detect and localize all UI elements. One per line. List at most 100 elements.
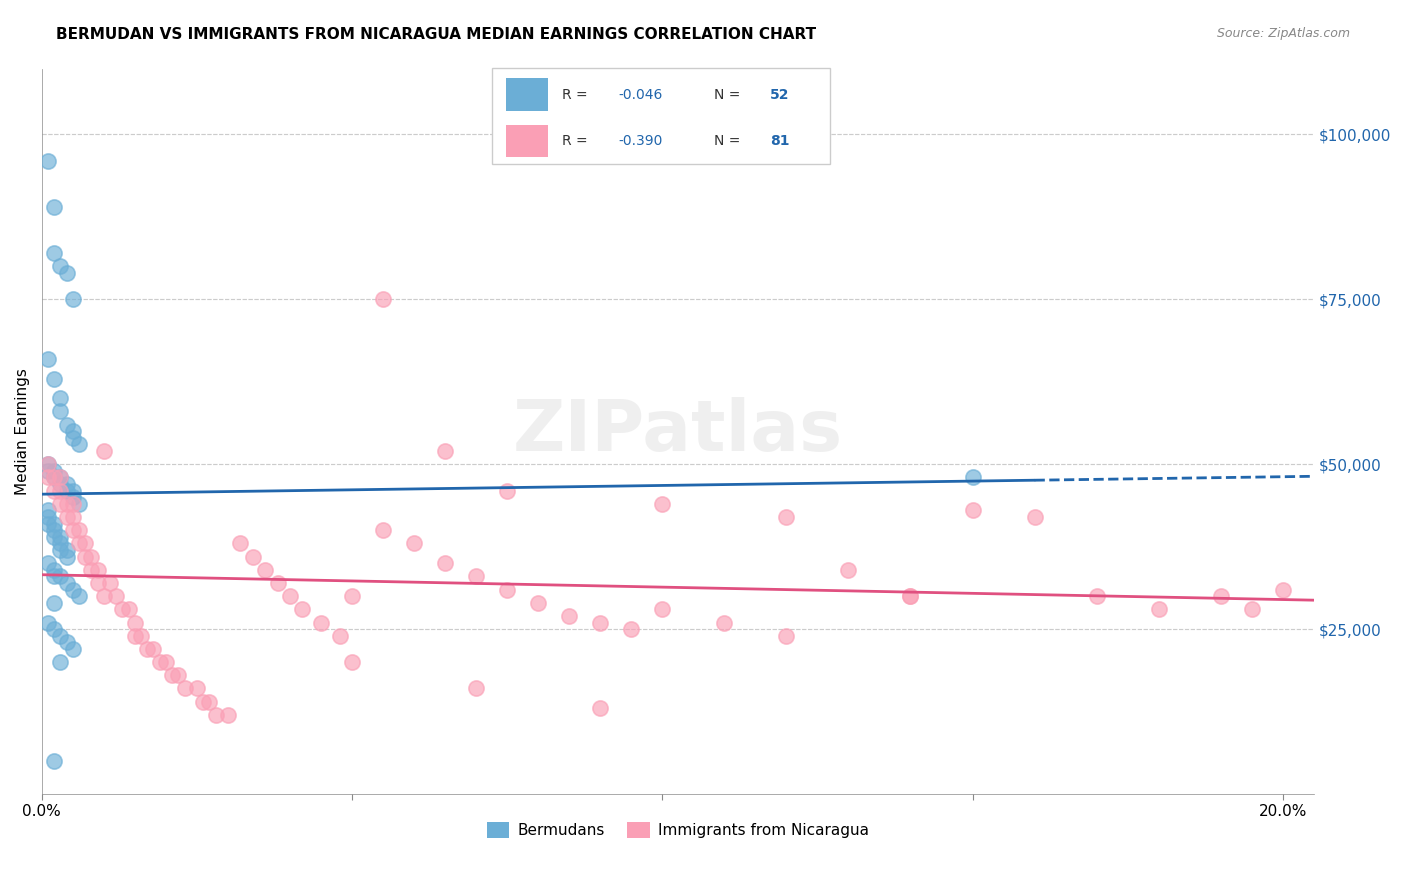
FancyBboxPatch shape bbox=[506, 125, 548, 157]
Point bbox=[527, 596, 550, 610]
Point bbox=[37, 516, 59, 531]
Point bbox=[962, 470, 984, 484]
Point bbox=[1085, 589, 1108, 603]
Point bbox=[191, 695, 214, 709]
Point bbox=[62, 483, 84, 498]
Point bbox=[44, 569, 66, 583]
Point bbox=[75, 536, 97, 550]
Point bbox=[620, 622, 643, 636]
Point bbox=[465, 569, 488, 583]
Point bbox=[173, 681, 195, 696]
Point bbox=[37, 556, 59, 570]
Text: Source: ZipAtlas.com: Source: ZipAtlas.com bbox=[1216, 27, 1350, 40]
Point bbox=[837, 563, 859, 577]
Point bbox=[496, 582, 519, 597]
Point bbox=[55, 549, 77, 564]
Point bbox=[86, 563, 108, 577]
FancyBboxPatch shape bbox=[492, 68, 830, 164]
Point bbox=[142, 641, 165, 656]
Point bbox=[186, 681, 208, 696]
Point bbox=[44, 563, 66, 577]
Point bbox=[1147, 602, 1170, 616]
Point bbox=[266, 576, 288, 591]
Point bbox=[67, 536, 90, 550]
Point bbox=[496, 483, 519, 498]
Point bbox=[86, 576, 108, 591]
Point bbox=[44, 754, 66, 768]
Point bbox=[49, 260, 72, 274]
Point bbox=[44, 470, 66, 484]
Text: ZIPatlas: ZIPatlas bbox=[513, 397, 842, 466]
Point bbox=[204, 707, 226, 722]
Point bbox=[62, 523, 84, 537]
Point bbox=[254, 563, 277, 577]
Legend: Bermudans, Immigrants from Nicaragua: Bermudans, Immigrants from Nicaragua bbox=[481, 816, 875, 845]
Point bbox=[44, 470, 66, 484]
Point bbox=[111, 602, 134, 616]
Point bbox=[589, 701, 612, 715]
Point bbox=[62, 490, 84, 504]
Point bbox=[37, 351, 59, 366]
Point bbox=[651, 602, 673, 616]
Point bbox=[404, 536, 426, 550]
Point bbox=[329, 629, 352, 643]
Point bbox=[80, 549, 103, 564]
Point bbox=[217, 707, 239, 722]
Point bbox=[98, 576, 121, 591]
Point bbox=[105, 589, 128, 603]
Point bbox=[37, 457, 59, 471]
Point bbox=[49, 497, 72, 511]
Point bbox=[49, 629, 72, 643]
Point bbox=[44, 371, 66, 385]
Point bbox=[900, 589, 922, 603]
Point bbox=[160, 668, 183, 682]
Point bbox=[291, 602, 314, 616]
Point bbox=[129, 629, 152, 643]
Point bbox=[44, 622, 66, 636]
Text: BERMUDAN VS IMMIGRANTS FROM NICARAGUA MEDIAN EARNINGS CORRELATION CHART: BERMUDAN VS IMMIGRANTS FROM NICARAGUA ME… bbox=[56, 27, 817, 42]
Point bbox=[62, 582, 84, 597]
Point bbox=[49, 655, 72, 669]
Point bbox=[75, 549, 97, 564]
Text: R =: R = bbox=[562, 87, 592, 102]
Point bbox=[309, 615, 332, 630]
Point bbox=[62, 510, 84, 524]
Point bbox=[67, 437, 90, 451]
Point bbox=[371, 523, 394, 537]
Point bbox=[93, 589, 115, 603]
Point bbox=[167, 668, 190, 682]
Point bbox=[434, 556, 457, 570]
Point bbox=[55, 477, 77, 491]
Text: 81: 81 bbox=[770, 134, 789, 147]
Y-axis label: Median Earnings: Median Earnings bbox=[15, 368, 30, 495]
Point bbox=[49, 470, 72, 484]
Point bbox=[62, 293, 84, 307]
Point bbox=[49, 477, 72, 491]
Point bbox=[49, 536, 72, 550]
Point bbox=[434, 444, 457, 458]
Point bbox=[136, 641, 159, 656]
Point bbox=[49, 543, 72, 558]
Point bbox=[1209, 589, 1232, 603]
Point bbox=[62, 497, 84, 511]
Point bbox=[49, 569, 72, 583]
Point bbox=[37, 464, 59, 478]
Point bbox=[55, 543, 77, 558]
Point bbox=[651, 497, 673, 511]
FancyBboxPatch shape bbox=[506, 78, 548, 111]
Point bbox=[37, 510, 59, 524]
Point bbox=[44, 483, 66, 498]
Point bbox=[713, 615, 735, 630]
Point bbox=[62, 424, 84, 438]
Point bbox=[775, 510, 797, 524]
Point bbox=[37, 153, 59, 168]
Point bbox=[278, 589, 301, 603]
Text: -0.390: -0.390 bbox=[619, 134, 664, 147]
Point bbox=[775, 629, 797, 643]
Point bbox=[155, 655, 177, 669]
Point bbox=[558, 609, 581, 624]
Point bbox=[229, 536, 252, 550]
Point bbox=[44, 530, 66, 544]
Point bbox=[55, 635, 77, 649]
Point bbox=[37, 457, 59, 471]
